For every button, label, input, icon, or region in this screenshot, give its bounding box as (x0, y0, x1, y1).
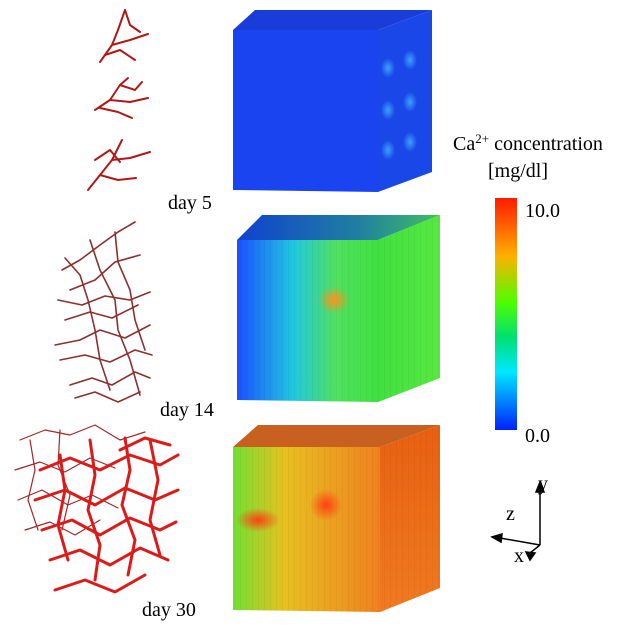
vessels-day30 (14, 424, 180, 594)
axis-label: z (506, 503, 515, 525)
colorbar-title-ca: Ca (453, 133, 475, 155)
panel-label: day 30 (142, 599, 196, 621)
axis-triad (490, 479, 546, 562)
vessels-day14 (54, 221, 153, 403)
axis-label: x (514, 545, 524, 567)
panel-label: day 14 (160, 399, 214, 421)
panel-label: day 5 (168, 192, 212, 214)
cube-day14 (237, 215, 440, 402)
colorbar-title: Ca2+ concentration (453, 131, 603, 155)
cube-day5 (233, 10, 432, 192)
colorbar (495, 198, 517, 430)
cube-day30 (233, 425, 440, 612)
vessels-day5 (87, 9, 151, 191)
colorbar-title-rest: concentration (489, 133, 603, 155)
colorbar-title-sup: 2+ (475, 131, 489, 146)
colorbar-max: 10.0 (525, 200, 560, 222)
colorbar-unit: [mg/dl] (488, 160, 548, 182)
axis-label: y (538, 473, 548, 495)
colorbar-min: 0.0 (525, 425, 550, 447)
